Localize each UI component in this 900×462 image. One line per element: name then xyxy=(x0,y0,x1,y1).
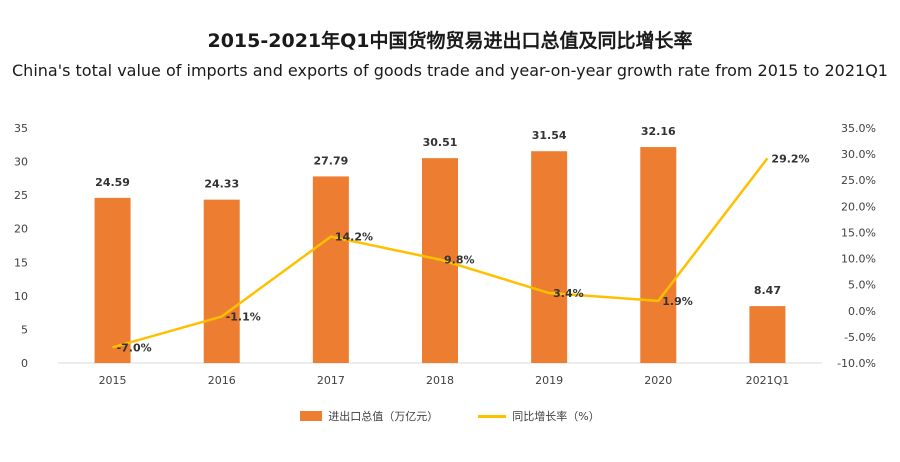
right-y-axis: -10.0% -5.0% 0.0% 5.0% 10.0% 15.0% 20.0% 25.0% 3… xyxy=(837,122,876,370)
right-tick-label: 5.0% xyxy=(848,279,876,292)
left-tick-label: 30 xyxy=(14,156,28,169)
x-axis: 2015 2016 2017 2018 2019 2020 2021Q1 xyxy=(99,374,790,387)
left-tick-label: 25 xyxy=(14,189,28,202)
legend: 进出口总值（万亿元） 同比增长率（%） xyxy=(0,408,900,424)
line-data-labels: -7.0% -1.1% 14.2% 9.8% 3.4% 1.9% 29.2% xyxy=(117,152,810,354)
x-tick-label: 2015 xyxy=(99,374,127,387)
legend-swatch-line xyxy=(478,414,507,418)
line-value-label: -1.1% xyxy=(226,311,261,324)
left-tick-label: 15 xyxy=(14,256,28,269)
x-tick-label: 2021Q1 xyxy=(746,374,790,387)
line-value-label: 29.2% xyxy=(771,152,809,165)
bar-value-label: 24.59 xyxy=(95,176,130,189)
bar-value-label: 31.54 xyxy=(532,129,567,142)
x-tick-label: 2016 xyxy=(208,374,236,387)
left-tick-label: 20 xyxy=(14,223,28,236)
legend-item-line: 同比增长率（%） xyxy=(478,408,600,424)
bar-series xyxy=(94,147,786,363)
right-tick-label: 20.0% xyxy=(841,200,876,213)
x-tick-label: 2019 xyxy=(535,374,563,387)
right-tick-label: -5.0% xyxy=(844,331,876,344)
right-tick-label: 10.0% xyxy=(841,253,876,266)
right-tick-label: 35.0% xyxy=(841,122,876,135)
legend-item-bar: 进出口总值（万亿元） xyxy=(300,408,438,424)
legend-label-bar: 进出口总值（万亿元） xyxy=(328,410,439,423)
x-tick-label: 2018 xyxy=(426,374,454,387)
bar-data-labels: 24.59 24.33 27.79 30.51 31.54 32.16 8.47 xyxy=(95,125,781,297)
bar xyxy=(531,151,568,363)
chart-title: 2015-2021年Q1中国货物贸易进出口总值及同比增长率 xyxy=(207,30,693,52)
bar-value-label: 24.33 xyxy=(204,178,239,191)
left-tick-label: 35 xyxy=(14,122,28,135)
line-value-label: 1.9% xyxy=(662,295,693,308)
right-tick-label: 0.0% xyxy=(848,305,876,318)
line-value-label: 3.4% xyxy=(553,287,584,300)
bar xyxy=(640,147,677,363)
line-value-label: -7.0% xyxy=(117,341,152,354)
bar xyxy=(312,176,349,363)
left-tick-label: 10 xyxy=(14,290,28,303)
right-tick-label: 15.0% xyxy=(841,226,876,239)
left-y-axis: 0 5 10 15 20 25 30 35 xyxy=(14,122,28,370)
x-tick-label: 2020 xyxy=(644,374,672,387)
legend-label-line: 同比增长率（%） xyxy=(512,410,600,423)
right-tick-label: 25.0% xyxy=(841,174,876,187)
bar xyxy=(749,306,786,363)
line-series xyxy=(112,157,769,349)
legend-swatch-bar xyxy=(300,411,323,421)
x-tick-label: 2017 xyxy=(317,374,345,387)
right-tick-label: 30.0% xyxy=(841,148,876,161)
bar-value-label: 27.79 xyxy=(313,154,348,167)
bar-value-label: 30.51 xyxy=(423,136,458,149)
left-tick-label: 0 xyxy=(21,357,28,370)
bar-value-label: 8.47 xyxy=(754,284,781,297)
left-tick-label: 5 xyxy=(21,323,28,336)
bar xyxy=(203,199,240,363)
line-value-label: 14.2% xyxy=(335,231,373,244)
chart-subtitle: China's total value of imports and expor… xyxy=(12,61,888,80)
line-value-label: 9.8% xyxy=(444,254,475,267)
bar-value-label: 32.16 xyxy=(641,125,676,138)
bar xyxy=(94,197,131,363)
right-tick-label: -10.0% xyxy=(837,357,876,370)
